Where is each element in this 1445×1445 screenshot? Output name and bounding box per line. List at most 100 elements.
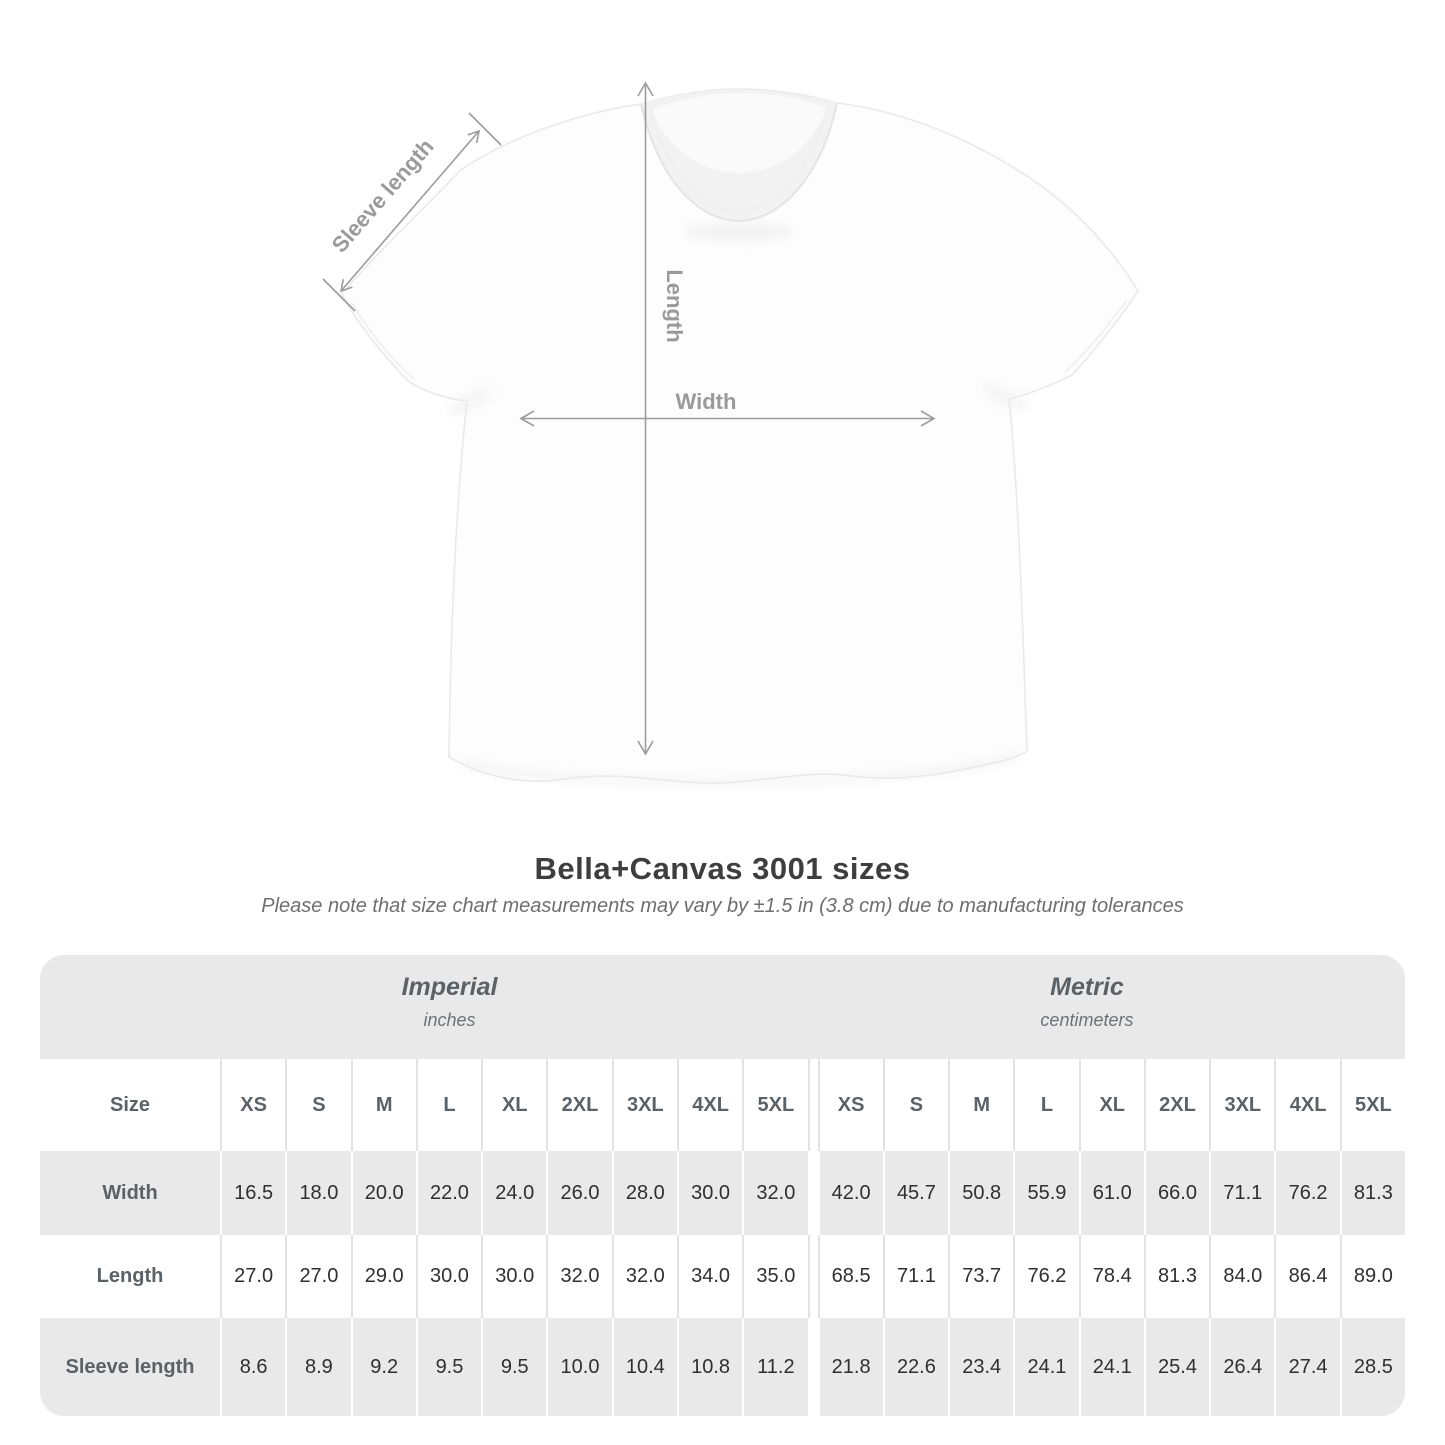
size-col-header: M — [350, 1059, 416, 1151]
unit-gap — [807, 1059, 818, 1151]
row-label: Width — [102, 1181, 158, 1204]
size-value-cell: 10.8 — [676, 1318, 742, 1416]
size-col-header: 3XL — [611, 1059, 677, 1151]
size-value-cell: 24.1 — [1013, 1318, 1078, 1416]
size-col-header: 4XL — [1274, 1059, 1339, 1151]
size-col-header: S — [882, 1059, 948, 1151]
unit-group-metric: Metric centimeters — [1040, 973, 1133, 1031]
size-value-cell: 71.1 — [882, 1235, 948, 1318]
size-col-header: 5XL — [742, 1059, 807, 1151]
size-header: Size — [109, 1093, 151, 1116]
size-value-cell: 9.5 — [481, 1318, 546, 1416]
size-value-cell: 78.4 — [1078, 1235, 1144, 1318]
size-value-cell: 71.1 — [1209, 1151, 1274, 1235]
size-value-cell: 21.8 — [817, 1318, 883, 1416]
size-col-header: L — [1013, 1059, 1078, 1151]
size-value-cell: 27.0 — [220, 1235, 285, 1318]
size-value-cell: 20.0 — [350, 1151, 416, 1235]
size-value-cell: 9.2 — [350, 1318, 416, 1416]
size-table: Imperial inches Metric centimeters Size … — [40, 955, 1405, 1416]
size-value-cell: 22.6 — [882, 1318, 948, 1416]
size-col-header: M — [948, 1059, 1013, 1151]
imperial-unit-label: inches — [423, 1010, 476, 1030]
metric-label: Metric — [1050, 973, 1124, 1001]
size-value-cell: 55.9 — [1013, 1151, 1078, 1235]
size-value-cell: 81.3 — [1339, 1151, 1405, 1235]
size-value-cell: 10.4 — [611, 1318, 677, 1416]
size-col-header: 2XL — [546, 1059, 611, 1151]
size-col-header: XS — [817, 1059, 883, 1151]
size-value-cell: 22.0 — [415, 1151, 481, 1235]
size-col-header: XL — [1078, 1059, 1144, 1151]
size-value-cell: 16.5 — [220, 1151, 285, 1235]
size-col-header: XS — [220, 1059, 285, 1151]
size-col-header: 4XL — [676, 1059, 742, 1151]
size-value-cell: 32.0 — [611, 1235, 677, 1318]
row-label: Length — [96, 1265, 164, 1287]
size-value-cell: 76.2 — [1013, 1235, 1078, 1318]
size-value-cell: 61.0 — [1078, 1151, 1144, 1235]
size-value-cell: 26.0 — [546, 1151, 611, 1235]
size-value-cell: 11.2 — [742, 1318, 807, 1416]
size-col-header: 3XL — [1209, 1059, 1274, 1151]
size-col-header: 2XL — [1143, 1059, 1209, 1151]
size-header-row: Size XS S M L XL 2XL 3XL 4XL 5XL XS S M … — [40, 1059, 1405, 1151]
size-value-cell: 8.6 — [220, 1318, 285, 1416]
size-value-cell: 30.0 — [481, 1235, 546, 1318]
size-value-cell: 50.8 — [948, 1151, 1013, 1235]
metric-unit-label: centimeters — [1040, 1010, 1134, 1030]
size-value-cell: 30.0 — [676, 1151, 742, 1235]
tshirt-illustration — [341, 88, 1139, 786]
size-value-cell: 68.5 — [817, 1235, 883, 1318]
size-value-cell: 28.5 — [1339, 1318, 1405, 1416]
table-row-length: Length 27.0 27.0 29.0 30.0 30.0 32.0 32.… — [40, 1235, 1405, 1318]
size-value-cell: 30.0 — [415, 1235, 481, 1318]
row-label: Sleeve length — [65, 1355, 195, 1378]
size-value-cell: 18.0 — [285, 1151, 350, 1235]
sleeve-length-arrow — [322, 112, 502, 312]
tolerance-note: Please note that size chart measurements… — [261, 895, 1184, 917]
size-value-cell: 29.0 — [350, 1235, 416, 1318]
size-value-cell: 28.0 — [611, 1151, 677, 1235]
size-value-cell: 89.0 — [1339, 1235, 1405, 1318]
size-value-cell: 35.0 — [742, 1235, 807, 1318]
size-value-cell: 8.9 — [285, 1318, 350, 1416]
size-value-cell: 24.0 — [481, 1151, 546, 1235]
size-col-header: L — [415, 1059, 481, 1151]
size-value-cell: 10.0 — [546, 1318, 611, 1416]
size-value-cell: 66.0 — [1143, 1151, 1209, 1235]
size-value-cell: 84.0 — [1209, 1235, 1274, 1318]
size-col-header: XL — [481, 1059, 546, 1151]
table-row-sleeve-length: Sleeve length 8.6 8.9 9.2 9.5 9.5 10.0 1… — [40, 1318, 1405, 1416]
unit-gap — [807, 1318, 818, 1416]
size-value-cell: 86.4 — [1274, 1235, 1339, 1318]
size-value-cell: 45.7 — [882, 1151, 948, 1235]
size-value-cell: 27.4 — [1274, 1318, 1339, 1416]
size-value-cell: 23.4 — [948, 1318, 1013, 1416]
width-label: Width — [676, 389, 737, 414]
size-value-cell: 26.4 — [1209, 1318, 1274, 1416]
size-value-cell: 34.0 — [676, 1235, 742, 1318]
unit-band: Imperial inches Metric centimeters — [40, 955, 1405, 1059]
size-value-cell: 32.0 — [742, 1151, 807, 1235]
size-value-cell: 24.1 — [1078, 1318, 1144, 1416]
page-title: Bella+Canvas 3001 sizes — [534, 851, 911, 886]
size-value-cell: 81.3 — [1143, 1235, 1209, 1318]
size-col-header: S — [285, 1059, 350, 1151]
imperial-label: Imperial — [401, 973, 498, 1001]
size-value-cell: 27.0 — [285, 1235, 350, 1318]
size-value-cell: 76.2 — [1274, 1151, 1339, 1235]
unit-gap — [807, 1151, 818, 1235]
length-label: Length — [662, 269, 687, 342]
table-row-width: Width 16.5 18.0 20.0 22.0 24.0 26.0 28.0… — [40, 1151, 1405, 1235]
size-value-cell: 32.0 — [546, 1235, 611, 1318]
size-col-header: 5XL — [1339, 1059, 1405, 1151]
unit-gap — [807, 1235, 818, 1318]
size-value-cell: 42.0 — [817, 1151, 883, 1235]
size-value-cell: 9.5 — [415, 1318, 481, 1416]
size-value-cell: 73.7 — [948, 1235, 1013, 1318]
width-arrow — [519, 410, 936, 427]
tshirt-diagram: Sleeve length Length Width — [322, 81, 1139, 786]
unit-group-imperial: Imperial inches — [402, 973, 498, 1031]
